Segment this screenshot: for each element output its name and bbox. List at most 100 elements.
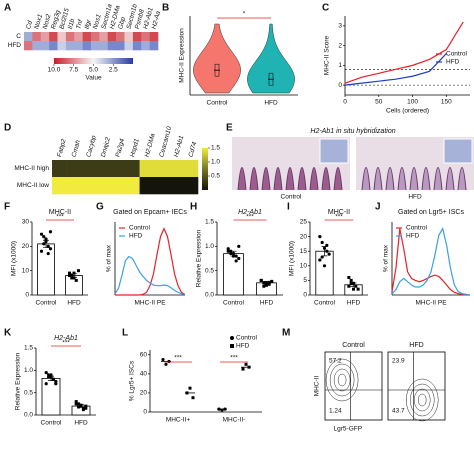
- quadrant-value: 1.24: [329, 408, 342, 415]
- point: [191, 396, 195, 400]
- heatmap-cell: [74, 41, 83, 51]
- villus: [321, 167, 331, 191]
- x-tick-label: Control: [314, 300, 336, 307]
- x-tick-label: MHC-II+: [166, 417, 191, 424]
- heatmap-cell: [57, 32, 67, 42]
- contour: [329, 363, 355, 397]
- panel-letter: M: [282, 328, 290, 339]
- heatmap-cell: [125, 177, 140, 195]
- point: [322, 264, 327, 268]
- y-tick-label: 10: [22, 267, 30, 274]
- sig-label: ***: [246, 214, 254, 221]
- villus: [385, 167, 395, 191]
- panel-letter: H: [190, 202, 197, 213]
- y-tick-label: 20: [140, 390, 148, 397]
- point: [185, 391, 189, 395]
- heatmap-cell: [91, 41, 100, 51]
- x-axis-label: Lgr5-GFP: [334, 426, 363, 433]
- x-tick-label: HFD: [260, 300, 274, 307]
- point: [51, 377, 56, 381]
- point: [325, 249, 329, 253]
- villus: [249, 167, 259, 191]
- point: [223, 407, 227, 411]
- villus: [421, 167, 431, 191]
- legend-label: HFD: [406, 233, 420, 240]
- colorbar-tick-label: 7.5: [69, 67, 78, 74]
- point: [349, 278, 353, 282]
- panel-letter: B: [162, 3, 169, 14]
- y-axis-label: MHC-II: [314, 376, 321, 397]
- point: [259, 278, 263, 282]
- point: [54, 379, 58, 384]
- heatmap-cell: [95, 160, 111, 178]
- y-tick-label: 0: [338, 82, 342, 89]
- x-tick-label: 50: [375, 99, 383, 106]
- x-axis-label: MHC-II PE: [134, 300, 166, 307]
- column-label: Nos1: [92, 13, 103, 30]
- y-axis-label: MFI (x1000): [11, 241, 18, 276]
- panel-letter: F: [4, 202, 10, 213]
- point: [349, 281, 353, 285]
- panel-title: Gated on Epcam+ IECs: [113, 209, 187, 216]
- y-tick-label: 1.0: [24, 367, 33, 374]
- column-label: Nox1: [33, 13, 44, 30]
- image-label: Control: [281, 194, 303, 201]
- legend-label: HFD: [446, 59, 460, 66]
- y-tick-label: 25: [300, 219, 308, 226]
- contour: [325, 358, 359, 402]
- point: [70, 276, 74, 280]
- contour: [337, 373, 347, 387]
- heatmap-cell: [74, 32, 83, 42]
- heatmap-cell: [110, 177, 126, 195]
- series-line: [114, 255, 186, 295]
- heatmap-cell: [149, 32, 159, 42]
- point: [234, 259, 238, 263]
- point: [241, 367, 245, 371]
- column-label: Pa2g4: [115, 138, 127, 158]
- villus: [285, 167, 295, 191]
- point: [265, 283, 268, 287]
- point: [46, 244, 50, 248]
- point: [229, 252, 233, 256]
- heatmap-cell: [141, 41, 150, 51]
- heatmap-cell: [168, 160, 184, 178]
- point: [39, 232, 44, 236]
- villus: [457, 167, 467, 191]
- y-tick-label: 3: [338, 23, 342, 30]
- point: [39, 249, 44, 253]
- point: [42, 235, 46, 239]
- point: [44, 382, 48, 386]
- plot-label: Control: [342, 342, 365, 349]
- panel-title: Gated on Lgr5+ ISCs: [398, 209, 464, 216]
- legend-marker: [230, 344, 234, 348]
- contour: [409, 383, 435, 417]
- villus: [361, 167, 371, 191]
- heatmap-cell: [66, 160, 82, 178]
- point: [77, 402, 81, 406]
- panel-letter: J: [375, 202, 381, 213]
- heatmap-cell: [49, 32, 58, 42]
- heatmap-cell: [141, 32, 150, 42]
- point: [47, 375, 51, 379]
- y-tick-label: 20: [22, 243, 30, 250]
- colorbar-tick-label: 0.5: [211, 173, 220, 180]
- point: [322, 246, 327, 250]
- point: [72, 276, 76, 280]
- heatmap-cell: [149, 41, 159, 51]
- heatmap-cell: [40, 41, 50, 51]
- column-label: Nos2: [42, 13, 53, 30]
- column-label: Hspd1: [129, 138, 141, 158]
- legend-marker: [230, 336, 234, 340]
- point: [231, 254, 236, 258]
- heatmap-cell: [139, 177, 155, 195]
- point: [220, 408, 224, 412]
- heatmap-cell: [168, 177, 184, 195]
- heatmap-cell: [81, 160, 97, 178]
- contour: [413, 388, 431, 412]
- heatmap-cell: [124, 32, 134, 42]
- villus: [397, 167, 407, 191]
- legend-label: HFD: [236, 343, 250, 350]
- y-tick-label: 0.0: [205, 292, 214, 299]
- y-tick-label: 40: [140, 371, 148, 378]
- panel-letter: I: [287, 202, 290, 213]
